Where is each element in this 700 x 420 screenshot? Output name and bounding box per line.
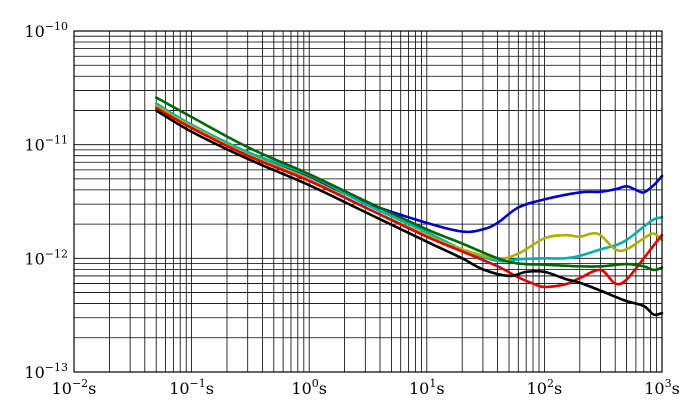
y-tick-labels: 10−13 10−12 10−11 10−10 [24, 20, 68, 382]
grid [73, 31, 662, 373]
y-tick-label: 10−13 [24, 361, 68, 382]
series-line-5 [154, 109, 664, 317]
x-tick-label: 102s [527, 377, 563, 398]
x-tick-labels: 10−2s 10−1s 100s 101s 102s 103s [52, 377, 680, 398]
series-line-3 [154, 104, 664, 260]
x-tick-label: 101s [409, 377, 445, 398]
series-line-6 [154, 96, 664, 272]
y-tick-label: 10−10 [24, 20, 68, 41]
series-line-1 [154, 104, 664, 234]
x-tick-label: 10−2s [52, 377, 97, 398]
series-line-4 [154, 106, 664, 289]
series-group [154, 96, 664, 317]
x-tick-label: 10−1s [169, 377, 214, 398]
y-tick-label: 10−12 [24, 247, 68, 268]
y-tick-label: 10−11 [24, 134, 68, 155]
plot-frame [73, 30, 663, 373]
x-tick-label: 103s [644, 377, 680, 398]
x-tick-label: 100s [291, 377, 327, 398]
